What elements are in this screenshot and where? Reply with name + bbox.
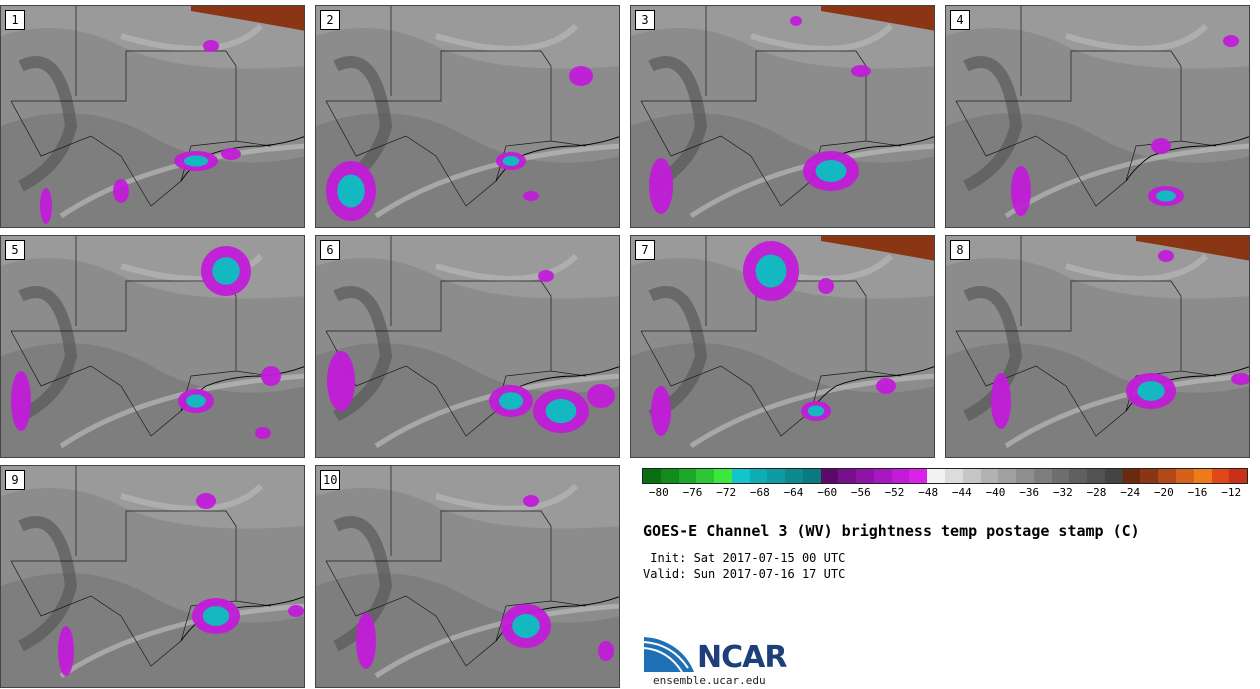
colorbar-swatch [1122, 469, 1141, 483]
colorbar-swatch [1229, 469, 1248, 483]
colorbar-swatch [1051, 469, 1070, 483]
colorbar-tick-label: −64 [783, 486, 804, 499]
ncar-wordmark: NCAR [697, 640, 787, 675]
colorbar-swatch [643, 469, 661, 483]
water-vapor-map [1, 236, 304, 457]
page-title: GOES-E Channel 3 (WV) brightness temp po… [643, 522, 1140, 540]
map-panel: 9 [0, 465, 305, 688]
panel-number: 10 [320, 470, 341, 490]
map-panel: 8 [945, 235, 1250, 458]
colorbar-tick-label: −68 [749, 486, 770, 499]
colorbar-swatch [1033, 469, 1052, 483]
colorbar-swatch [1104, 469, 1123, 483]
colorbar-swatch [1016, 469, 1034, 483]
colorbar-swatch [1193, 469, 1212, 483]
map-panel: 7 [630, 235, 935, 458]
colorbar-swatch [909, 469, 928, 483]
colorbar-swatch [1069, 469, 1088, 483]
panel-number: 3 [635, 10, 655, 30]
colorbar-swatch [998, 469, 1017, 483]
colorbar-tick-label: −16 [1187, 486, 1208, 499]
colorbar-swatch [1158, 469, 1176, 483]
colorbar-tick-label: −24 [1120, 486, 1141, 499]
colorbar-swatch [980, 469, 999, 483]
colorbar-swatch [1140, 469, 1159, 483]
water-vapor-map [316, 236, 619, 457]
map-panel: 1 [0, 5, 305, 228]
colorbar-swatch [660, 469, 679, 483]
water-vapor-map [631, 236, 934, 457]
colorbar-swatch [873, 469, 892, 483]
colorbar-tick-label: −48 [918, 486, 939, 499]
panel-number: 4 [950, 10, 970, 30]
colorbar-swatch [802, 469, 821, 483]
colorbar-swatch [785, 469, 803, 483]
water-vapor-map [316, 466, 619, 687]
colorbar-tick-label: −60 [817, 486, 838, 499]
colorbar-tick-label: −20 [1153, 486, 1174, 499]
colorbar-swatch [927, 469, 946, 483]
colorbar-swatch [856, 469, 874, 483]
colorbar-swatch [731, 469, 750, 483]
colorbar-tick-labels: −80 −76 −72 −68 −64 −60 −56 −52 −48 −44 −40 −36 −32−… [642, 486, 1248, 500]
colorbar-tick-label: −52 [884, 486, 905, 499]
map-panel: 4 [945, 5, 1250, 228]
colorbar-tick-label: −56 [850, 486, 871, 499]
valid-time: Valid: Sun 2017-07-16 17 UTC [643, 567, 846, 581]
panel-number: 7 [635, 240, 655, 260]
panel-number: 2 [320, 10, 340, 30]
colorbar-tick-label: −12 [1221, 486, 1242, 499]
panel-number: 1 [5, 10, 25, 30]
map-panel: 3 [630, 5, 935, 228]
colorbar-swatch [714, 469, 732, 483]
colorbar-tick-label: −72 [716, 486, 737, 499]
map-panel: 10 [315, 465, 620, 688]
init-time: Init: Sat 2017-07-15 00 UTC [650, 551, 846, 565]
map-panel: 2 [315, 5, 620, 228]
water-vapor-map [1, 6, 304, 227]
colorbar-swatch [891, 469, 910, 483]
colorbar-swatch [1211, 469, 1230, 483]
water-vapor-map [946, 6, 1249, 227]
colorbar-swatch [767, 469, 786, 483]
colorbar-swatch [945, 469, 963, 483]
colorbar-tick-label: −76 [682, 486, 703, 499]
colorbar-tick-label: −44 [951, 486, 972, 499]
colorbar-swatch [1175, 469, 1194, 483]
water-vapor-map [631, 6, 934, 227]
site-url: ensemble.ucar.edu [653, 674, 766, 687]
colorbar [642, 468, 1248, 484]
ncar-logo [643, 635, 695, 673]
panel-number: 6 [320, 240, 340, 260]
panel-number: 5 [5, 240, 25, 260]
colorbar-swatch [962, 469, 981, 483]
panel-number: 9 [5, 470, 25, 490]
map-panel: 6 [315, 235, 620, 458]
water-vapor-map [316, 6, 619, 227]
water-vapor-map [946, 236, 1249, 457]
colorbar-swatch [749, 469, 768, 483]
colorbar-tick-label: −36 [1019, 486, 1040, 499]
colorbar-swatch [696, 469, 715, 483]
colorbar-swatch [838, 469, 857, 483]
map-panel: 5 [0, 235, 305, 458]
colorbar-tick-label: −40 [985, 486, 1006, 499]
colorbar-swatch [820, 469, 839, 483]
colorbar-swatch [678, 469, 697, 483]
colorbar-tick-label: −28 [1086, 486, 1107, 499]
water-vapor-map [1, 466, 304, 687]
colorbar-swatch [1087, 469, 1105, 483]
colorbar-tick-label: −32 [1052, 486, 1073, 499]
panel-number: 8 [950, 240, 970, 260]
colorbar-tick-label: −80 [648, 486, 669, 499]
